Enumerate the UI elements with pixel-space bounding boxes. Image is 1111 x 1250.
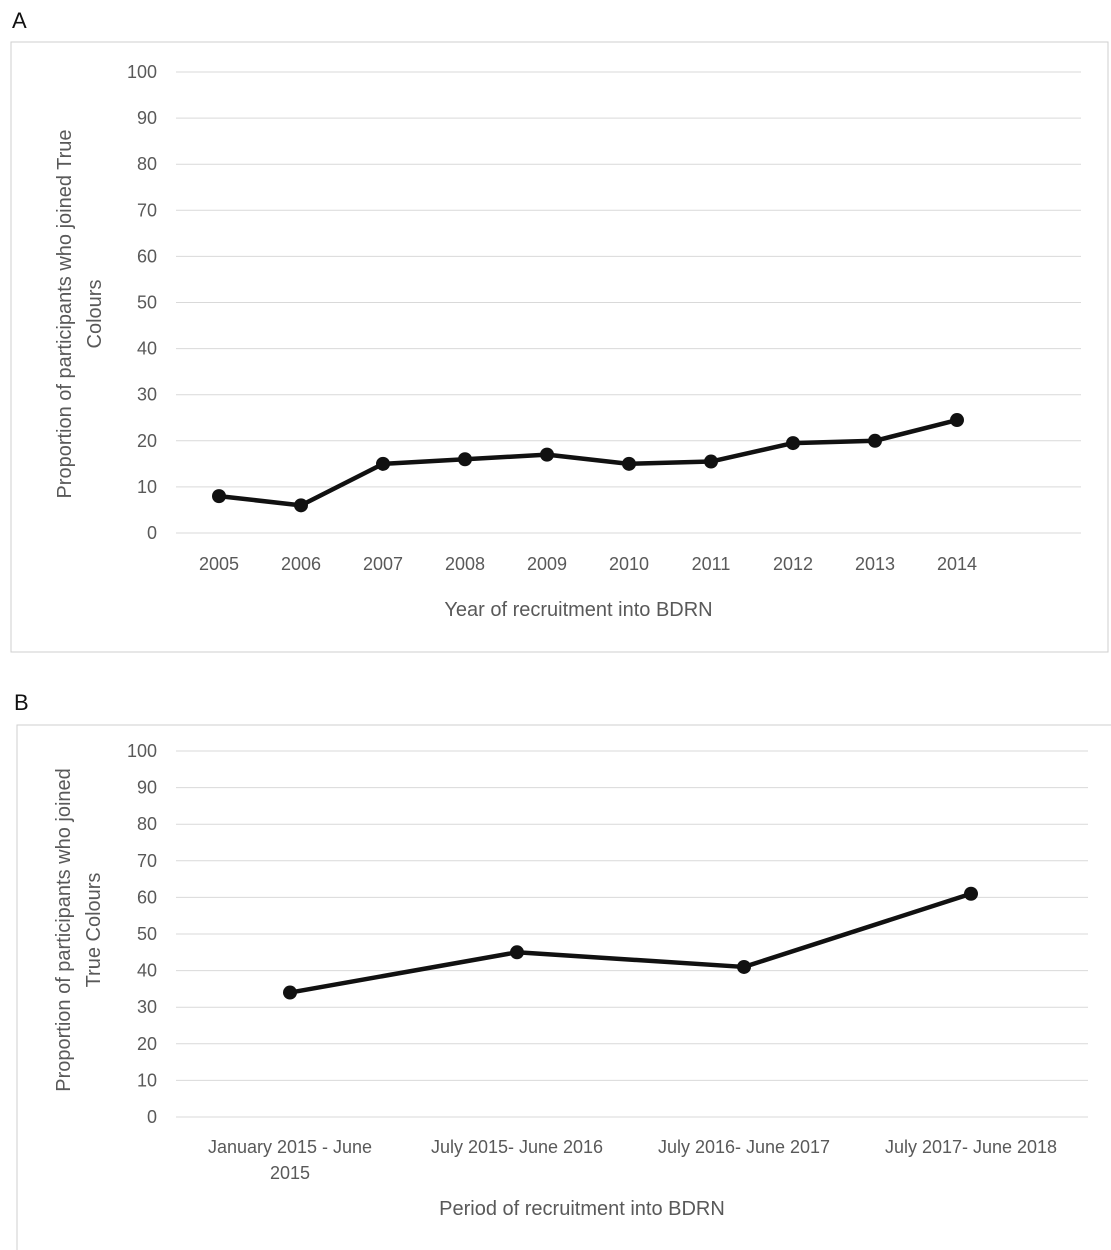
x-tick-label-line: 2009: [527, 554, 567, 574]
data-point: [964, 886, 978, 901]
x-tick-label-line: July 2015- June 2016: [431, 1137, 603, 1157]
data-point: [212, 489, 226, 504]
series-line: [218, 417, 958, 508]
data-point: [950, 413, 964, 428]
y-tick-label: 20: [137, 1034, 157, 1054]
chart-a-frame: [10, 41, 1109, 653]
data-point: [786, 436, 800, 451]
data-point: [283, 985, 297, 1000]
y-tick-label: 30: [137, 997, 157, 1017]
x-tick-label-line: 2011: [692, 554, 731, 574]
y-tick-label: 100: [127, 741, 157, 761]
x-tick-label: 2008: [445, 554, 485, 574]
x-tick-label-line: July 2017- June 2018: [885, 1137, 1057, 1157]
y-axis-title: Proportion of participants who joined Tru…: [53, 768, 105, 1092]
chart-b: 0 10 20 30 40 50 60 70 80 90 100 January 2015 - Jun…: [53, 741, 1088, 1220]
x-tick-label: 2007: [363, 554, 403, 574]
x-tick-label-line: 2014: [937, 554, 977, 574]
x-tick-label-line: January 2015 - June: [208, 1137, 372, 1157]
x-tick-label: 2011: [692, 554, 731, 574]
x-tick-label: 2014: [937, 554, 977, 574]
y-tick-label: 70: [137, 851, 157, 871]
data-point: [458, 452, 472, 467]
data-point: [540, 447, 554, 462]
y-tick-label: 100: [127, 62, 157, 82]
data-point: [376, 456, 390, 471]
x-tick-label-line: 2007: [363, 554, 403, 574]
y-tick-label: 10: [137, 1070, 157, 1090]
y-tick-label: 50: [137, 293, 157, 313]
data-point: [510, 945, 524, 960]
panel-a-label: A: [12, 8, 27, 33]
x-tick-label-line: 2005: [199, 554, 239, 574]
data-point: [294, 498, 308, 513]
chart-b-frame: [16, 724, 1111, 1250]
x-tick-label: July 2015- June 2016: [431, 1137, 603, 1157]
data-point: [737, 959, 751, 974]
y-axis-title-line: True Colours: [83, 873, 105, 988]
x-tick-label: 2010: [609, 554, 649, 574]
y-axis-title-line: Proportion of participants who joined Tr…: [54, 129, 76, 498]
x-tick-label: January 2015 - June 2015: [208, 1137, 372, 1183]
y-axis-title-line: Proportion of participants who joined: [53, 768, 75, 1092]
y-tick-label: 60: [137, 246, 157, 266]
data-point: [704, 454, 718, 469]
y-tick-label: 50: [137, 924, 157, 944]
chart-a: 0 10 20 30 40 50 60 70 80 90 100 2005 2006 2007 2008 20…: [54, 62, 1081, 621]
x-tick-label-line: 2010: [609, 554, 649, 574]
y-tick-label: 90: [137, 778, 157, 798]
y-tick-label: 30: [137, 385, 157, 405]
series-line: [289, 891, 972, 995]
y-tick-label: 40: [137, 339, 157, 359]
x-tick-label: 2013: [855, 554, 895, 574]
y-tick-label: 80: [137, 154, 157, 174]
y-tick-label: 70: [137, 200, 157, 220]
y-tick-label: 10: [137, 477, 157, 497]
x-tick-label-line: 2006: [281, 554, 321, 574]
x-tick-label: 2005: [199, 554, 239, 574]
y-axis-title: Proportion of participants who joined Tr…: [54, 129, 106, 498]
x-tick-label: 2012: [773, 554, 813, 574]
x-axis-title: Period of recruitment into BDRN: [439, 1198, 725, 1220]
y-tick-label: 80: [137, 814, 157, 834]
y-tick-label: 90: [137, 108, 157, 128]
x-tick-label: July 2017- June 2018: [885, 1137, 1057, 1157]
data-point: [868, 433, 882, 448]
x-tick-label: 2009: [527, 554, 567, 574]
x-tick-label-line: 2015: [270, 1163, 310, 1183]
x-tick-label-line: 2012: [773, 554, 813, 574]
panel-b-label: B: [14, 690, 29, 715]
x-tick-label-line: 2008: [445, 554, 485, 574]
y-tick-label: 20: [137, 431, 157, 451]
x-tick-label-line: July 2016- June 2017: [658, 1137, 830, 1157]
y-tick-label: 60: [137, 887, 157, 907]
x-tick-label-line: 2013: [855, 554, 895, 574]
y-tick-label: 0: [147, 1107, 157, 1127]
y-axis-title-line: Colours: [84, 280, 106, 349]
y-tick-label: 40: [137, 961, 157, 981]
x-axis-title: Year of recruitment into BDRN: [444, 599, 712, 621]
x-tick-label: 2006: [281, 554, 321, 574]
y-tick-label: 0: [147, 523, 157, 543]
x-tick-label: July 2016- June 2017: [658, 1137, 830, 1157]
data-point: [622, 456, 636, 471]
